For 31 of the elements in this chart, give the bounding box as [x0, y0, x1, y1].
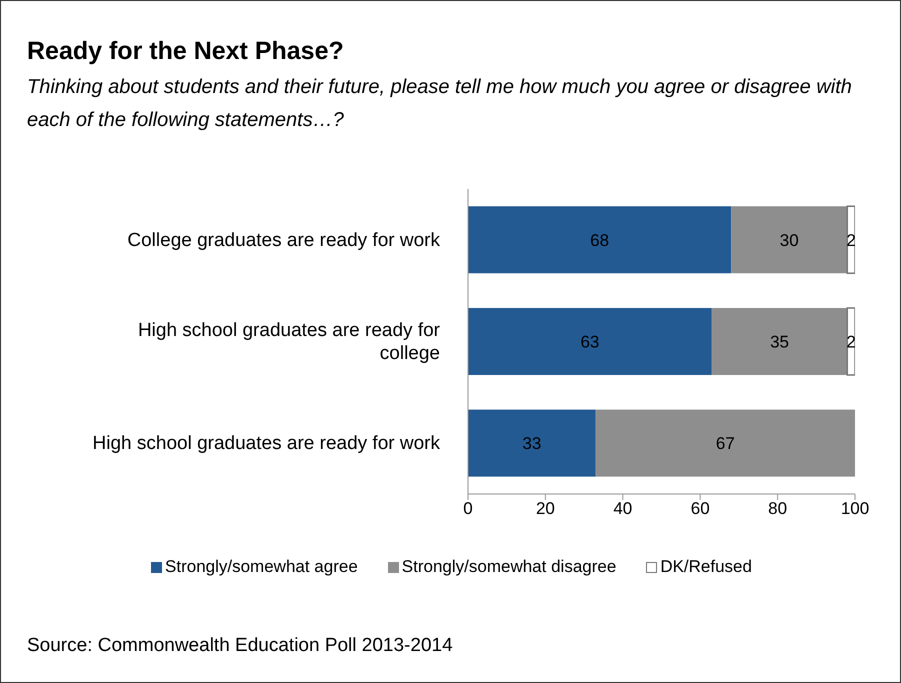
bar	[468, 206, 732, 274]
data-label: 2	[846, 230, 856, 250]
y-tick-label: High school graduates are ready for work	[92, 432, 440, 454]
data-label: 35	[770, 332, 789, 352]
x-tick-label: 0	[463, 499, 473, 518]
data-label: 33	[522, 434, 542, 454]
y-tick-label: High school graduates are ready for college	[138, 320, 441, 364]
bar	[846, 206, 855, 274]
data-label: 30	[780, 230, 799, 250]
data-label: 67	[716, 434, 735, 454]
bar	[468, 308, 712, 375]
legend-label: Strongly/somewhat agree	[165, 557, 358, 577]
bar	[846, 307, 855, 376]
x-tick-label: 40	[613, 499, 632, 518]
legend-label: DK/Refused	[660, 557, 752, 577]
bar	[731, 206, 848, 274]
text: Ready for the Next Phase?	[27, 37, 344, 66]
x-tick-label: 60	[690, 499, 710, 518]
data-label: 2	[846, 332, 856, 352]
chart-subtitle: Thinking about students and their future, please tell me how much you agree or disagree with each of the following statements…?	[27, 75, 853, 133]
bar	[596, 410, 855, 477]
x-tick-label: 20	[536, 499, 555, 518]
x-tick-label: 80	[768, 499, 788, 518]
bar	[712, 308, 848, 375]
x-tick-label: 100	[840, 499, 870, 518]
y-tick-label: College graduates are ready for work	[127, 229, 440, 250]
legend-label: Strongly/somewhat disagree	[402, 557, 616, 577]
source-note: Source: Commonwealth Education Poll 2013-2014	[27, 635, 453, 657]
data-label: 63	[580, 332, 600, 352]
data-label: 68	[590, 230, 610, 250]
bar	[468, 410, 596, 477]
